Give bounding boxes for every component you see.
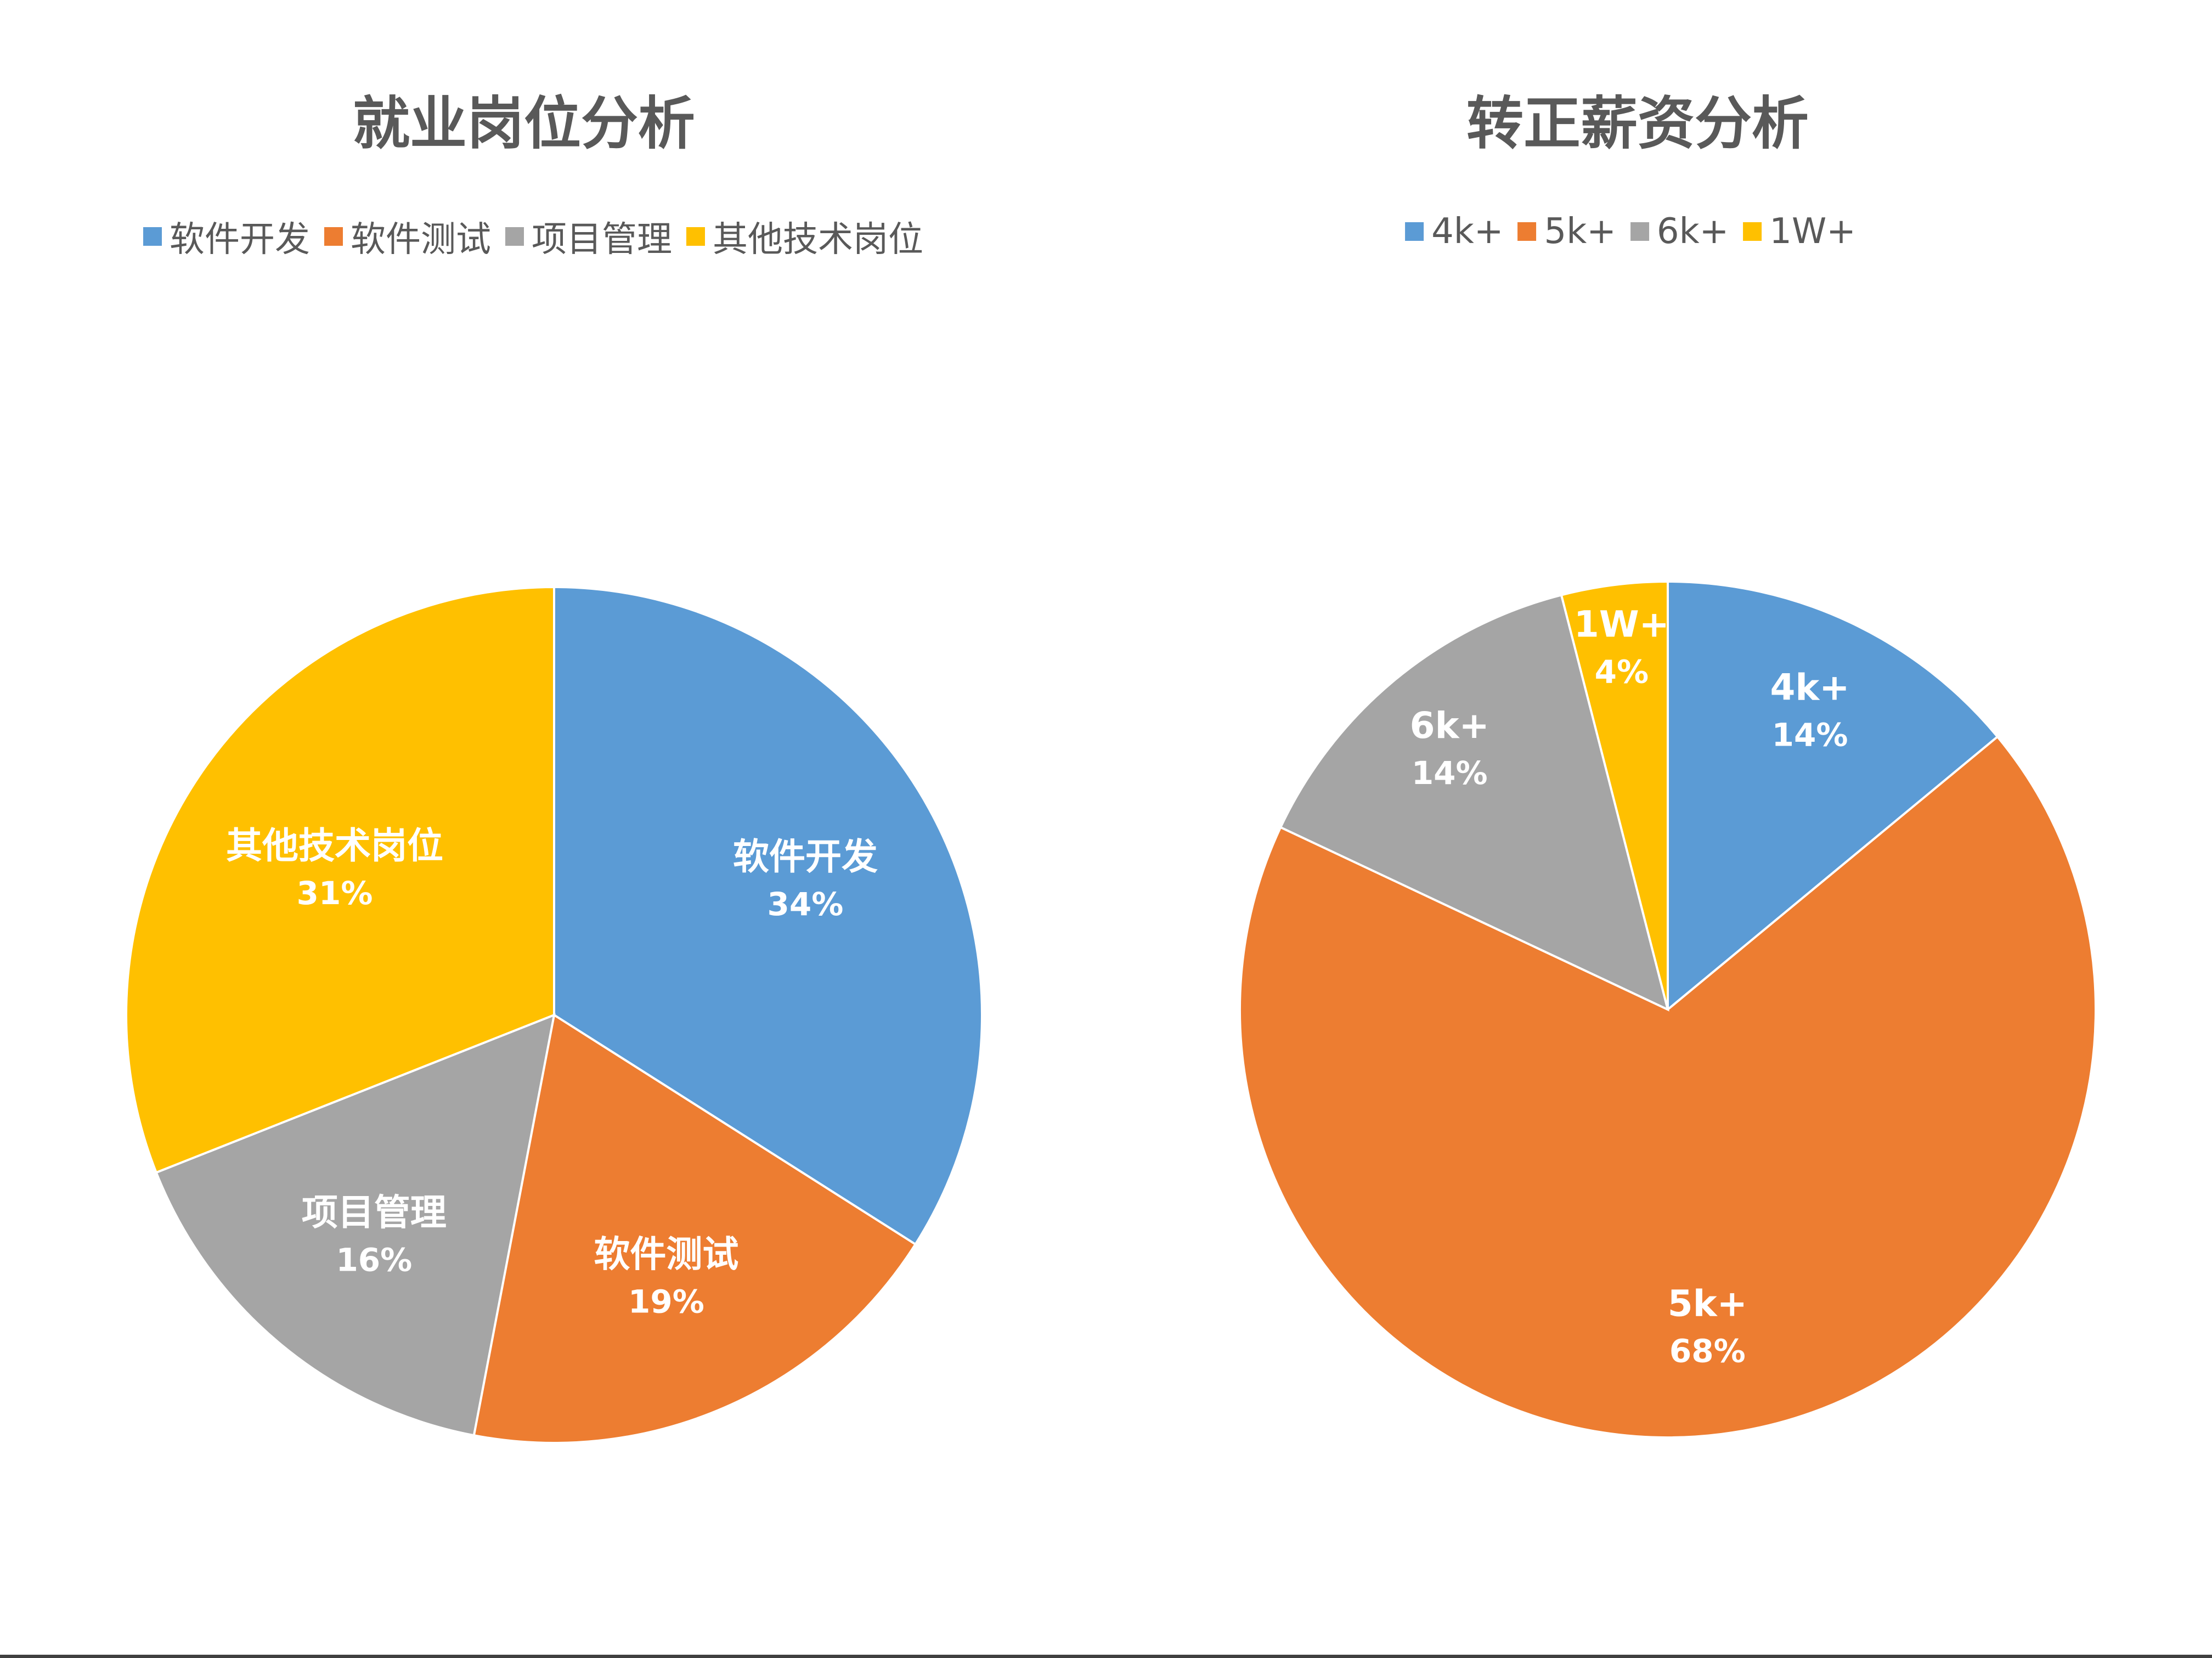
slice-category-label: 6k+ [1410, 704, 1489, 747]
legend-label: 4k+ [1431, 211, 1504, 252]
legend-swatch [1405, 222, 1424, 241]
legend-salary: 4k+ 5k+ 6k+ 1W+ [1405, 211, 1870, 252]
legend-label: 软件测试 [351, 219, 491, 260]
legend-item: 软件测试 [324, 211, 491, 262]
slice-percent-label: 16% [336, 1242, 412, 1279]
slice-5k [1239, 735, 2097, 1439]
slice-project-mgmt [155, 1013, 556, 1437]
legend-swatch [1743, 222, 1762, 241]
legend-item: 5k+ [1517, 211, 1616, 252]
slice-data-label: 软件测试 19% [594, 1233, 738, 1320]
legend-swatch [1517, 222, 1537, 241]
legend-swatch [324, 227, 343, 246]
slice-data-label: 4k+14% [1770, 667, 1849, 754]
legend-label: 项目管理 [532, 219, 672, 260]
slice-6k [1279, 594, 1669, 1012]
slice-4k [1667, 580, 1999, 1012]
slice-category-label: 项目管理 [302, 1192, 447, 1234]
slice-other-tech [125, 585, 555, 1174]
slice-software-test [472, 1013, 917, 1444]
slice-percent-label: 31% [297, 875, 373, 912]
legend-swatch [1630, 222, 1649, 241]
legend-item: 4k+ [1405, 211, 1503, 252]
legend-label: 5k+ [1544, 211, 1616, 252]
legend-swatch [686, 227, 705, 246]
slice-percent-label: 14% [1412, 754, 1488, 792]
slice-percent-label: 68% [1669, 1333, 1746, 1370]
slice-category-label: 1W+ [1574, 603, 1669, 645]
slice-percent-label: 34% [768, 886, 844, 923]
slice-percent-label: 14% [1772, 717, 1848, 754]
slice-category-label: 5k+ [1668, 1283, 1747, 1325]
slice-data-label: 项目管理 16% [302, 1192, 447, 1279]
slice-data-label: 5k+68% [1668, 1283, 1747, 1370]
slice-percent-label: 4% [1595, 653, 1649, 690]
legend-jobs: 软件开发 软件测试 项目管理 其他技术岗位 [143, 211, 938, 262]
slice-category-label: 软件测试 [594, 1233, 738, 1275]
legend-swatch [505, 227, 524, 246]
legend-swatch [143, 227, 162, 246]
slice-category-label: 4k+ [1770, 667, 1849, 709]
bottom-divider [0, 1655, 2212, 1658]
legend-item: 软件开发 [143, 211, 310, 262]
legend-label: 其他技术岗位 [713, 219, 923, 260]
chart-title-jobs: 就业岗位分析 [352, 90, 696, 157]
slice-data-label: 6k+14% [1410, 704, 1489, 792]
legend-item: 6k+ [1630, 211, 1729, 252]
chart-title-salary: 转正薪资分析 [1466, 90, 1809, 157]
slice-category-label: 软件开发 [733, 836, 878, 878]
legend-label: 软件开发 [170, 219, 310, 260]
legend-item: 1W+ [1743, 211, 1856, 252]
legend-item: 项目管理 [505, 211, 672, 262]
slice-1w [1560, 580, 1669, 1010]
slice-software-dev [553, 585, 983, 1246]
legend-label: 6k+ [1656, 211, 1729, 252]
slice-category-label: 其他技术岗位 [226, 825, 443, 867]
slice-data-label: 软件开发 34% [733, 836, 878, 923]
legend-label: 1W+ [1769, 211, 1856, 252]
slice-percent-label: 19% [628, 1283, 704, 1320]
legend-item: 其他技术岗位 [686, 211, 923, 262]
slice-data-label: 其他技术岗位 31% [226, 825, 443, 912]
slice-data-label: 1W+4% [1574, 603, 1669, 690]
